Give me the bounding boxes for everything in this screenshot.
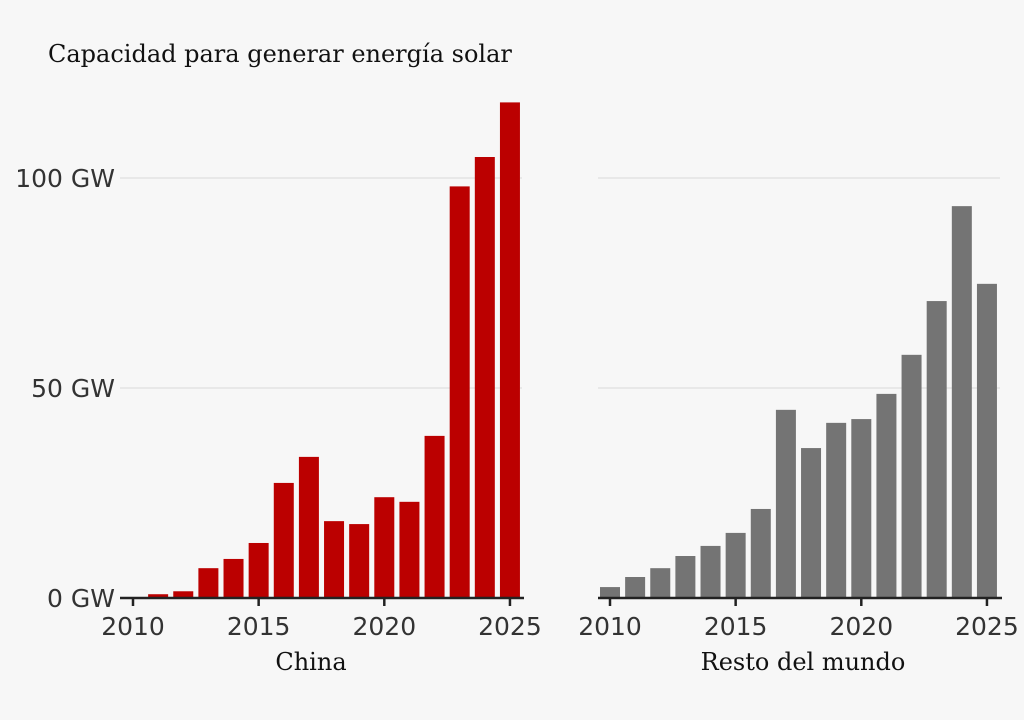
- bar-2021: [876, 393, 897, 598]
- bar-2015: [725, 532, 746, 598]
- bar-2016: [273, 482, 294, 598]
- bar-2019: [826, 422, 847, 598]
- panel-label-rest-of-world: Resto del mundo: [701, 648, 906, 676]
- bar-2025: [976, 283, 997, 598]
- bar-2015: [248, 542, 269, 598]
- bar-2020: [851, 419, 872, 598]
- x-tick-label: 2025: [955, 612, 1019, 641]
- x-tick-label: 2015: [704, 612, 768, 641]
- x-tick-label: 2010: [101, 612, 165, 641]
- bar-2017: [775, 409, 796, 598]
- bar-2013: [675, 556, 696, 598]
- bar-2010: [600, 587, 620, 598]
- bar-2011: [148, 594, 169, 598]
- bar-2011: [625, 577, 646, 598]
- x-tick-label: 2015: [227, 612, 291, 641]
- bar-2022: [901, 354, 922, 598]
- bar-2019: [349, 524, 370, 598]
- y-tick-label: 0 GW: [47, 584, 115, 613]
- bar-2025: [499, 102, 520, 599]
- x-tick-label: 2020: [829, 612, 893, 641]
- bar-2023: [926, 301, 947, 598]
- bar-2013: [198, 568, 219, 598]
- bar-2024: [951, 206, 972, 598]
- bar-2022: [424, 435, 445, 598]
- x-tick-label: 2020: [352, 612, 416, 641]
- bar-2017: [298, 456, 319, 598]
- x-tick-label: 2025: [478, 612, 542, 641]
- bar-2018: [324, 521, 345, 598]
- x-tick-label: 2010: [578, 612, 642, 641]
- panel-rest-of-world: 2010 2015 2020 2025: [578, 177, 1019, 641]
- bar-2024: [474, 157, 495, 598]
- bar-2020: [374, 497, 395, 598]
- bar-2023: [449, 186, 470, 598]
- panel-china: 0 GW 50 GW 100 GW 2010 2015 2020 2025: [15, 102, 542, 641]
- chart-title: Capacidad para generar energía solar: [48, 40, 512, 68]
- bar-2012: [650, 568, 671, 598]
- bar-2012: [173, 591, 194, 598]
- bar-2014: [700, 545, 721, 598]
- y-tick-label: 100 GW: [15, 164, 115, 193]
- bar-2014: [223, 558, 244, 598]
- bar-2018: [801, 448, 822, 598]
- panel-label-china: China: [275, 648, 346, 676]
- y-tick-label: 50 GW: [31, 374, 115, 403]
- bar-2021: [399, 501, 420, 598]
- bar-2016: [750, 508, 771, 598]
